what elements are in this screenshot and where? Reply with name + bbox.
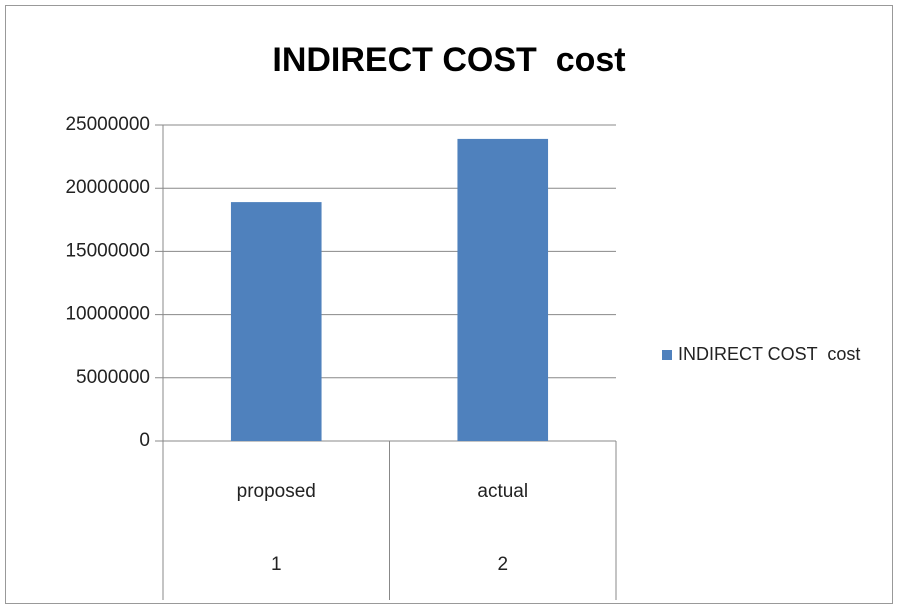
bar: [230, 202, 322, 441]
y-tick-label: 25000000: [65, 114, 150, 135]
y-tick-label: 15000000: [65, 240, 150, 261]
legend-label: INDIRECT COST cost: [678, 344, 860, 364]
x-group-label: 1: [271, 554, 282, 575]
x-tick-label: actual: [477, 481, 528, 502]
y-tick-label: 5000000: [76, 367, 150, 388]
x-tick-label: proposed: [237, 481, 316, 502]
y-tick-label: 0: [139, 430, 150, 451]
chart-title: INDIRECT COST cost: [272, 41, 625, 79]
legend-swatch: [662, 350, 672, 360]
bar: [457, 138, 549, 442]
y-tick-label: 10000000: [65, 304, 150, 325]
y-tick-label: 20000000: [65, 177, 150, 198]
x-group-label: 2: [497, 554, 508, 575]
chart-border: [5, 5, 893, 604]
